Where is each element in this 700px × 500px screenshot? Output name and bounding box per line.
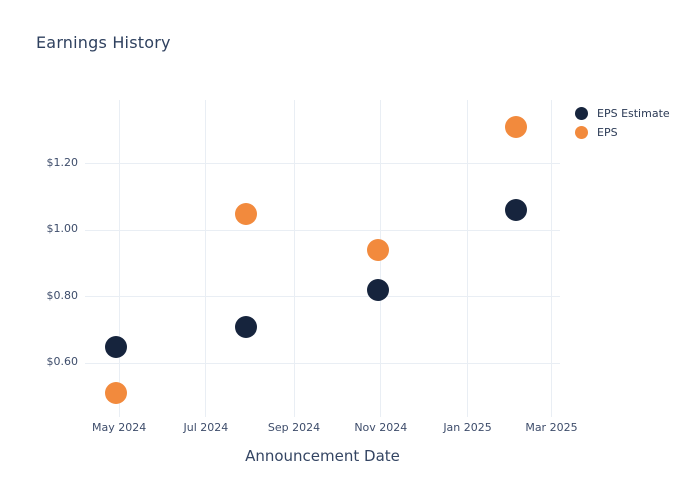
- x-tick-label: Mar 2025: [525, 421, 578, 434]
- y-gridline: [85, 229, 560, 231]
- data-point[interactable]: [366, 279, 389, 302]
- x-tick-label: Nov 2024: [354, 421, 408, 434]
- legend-label-eps: EPS: [597, 126, 618, 139]
- chart-title: Earnings History: [36, 33, 171, 52]
- data-point[interactable]: [504, 199, 527, 222]
- x-tick-label: May 2024: [92, 421, 147, 434]
- data-point[interactable]: [105, 382, 128, 405]
- y-tick-label: $0.80: [46, 288, 79, 302]
- y-tick-label: $1.20: [46, 155, 79, 169]
- data-point[interactable]: [234, 202, 257, 225]
- data-point[interactable]: [504, 116, 527, 139]
- legend-swatch: [575, 107, 588, 120]
- legend-item-eps[interactable]: EPS: [575, 123, 670, 142]
- data-point[interactable]: [366, 239, 389, 262]
- x-gridline: [293, 100, 295, 417]
- y-gridline: [85, 296, 560, 298]
- x-tick-label: Jul 2024: [183, 421, 229, 434]
- y-gridline: [85, 362, 560, 364]
- data-point[interactable]: [234, 315, 257, 338]
- y-tick-label: $0.60: [46, 355, 79, 369]
- legend-label-eps-estimate: EPS Estimate: [597, 107, 670, 120]
- x-tick-label: Sep 2024: [267, 421, 321, 434]
- x-gridline: [205, 100, 207, 417]
- x-gridline: [118, 100, 120, 417]
- legend-item-eps-estimate[interactable]: EPS Estimate: [575, 104, 670, 123]
- y-tick-label: $1.00: [46, 222, 79, 236]
- x-tick-label: Jan 2025: [443, 421, 492, 434]
- x-axis-title: Announcement Date: [245, 447, 400, 465]
- y-gridline: [85, 163, 560, 165]
- legend-swatch: [575, 126, 588, 139]
- x-gridline: [467, 100, 469, 417]
- legend: EPS Estimate EPS: [575, 104, 670, 142]
- x-gridline: [550, 100, 552, 417]
- data-point[interactable]: [105, 335, 128, 358]
